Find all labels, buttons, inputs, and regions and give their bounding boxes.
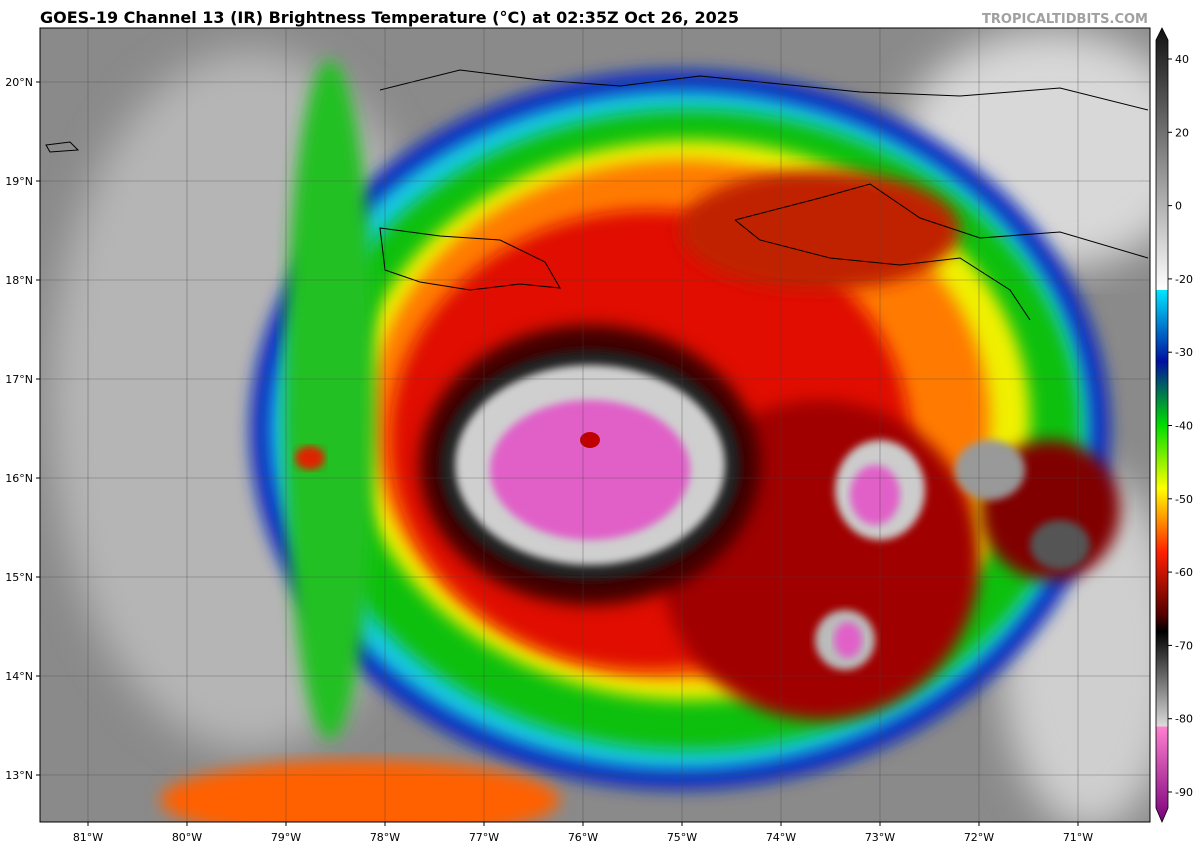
lat-label: 13°N — [5, 769, 33, 782]
lon-label: 81°W — [73, 831, 103, 844]
lat-label: 16°N — [5, 472, 33, 485]
colorbar-tick-label: -50 — [1175, 493, 1193, 506]
lon-label: 75°W — [667, 831, 697, 844]
lon-label: 78°W — [370, 831, 400, 844]
lon-label: 76°W — [568, 831, 598, 844]
lon-label: 80°W — [172, 831, 202, 844]
graticule — [40, 28, 1150, 822]
colorbar — [1155, 27, 1169, 824]
title: GOES-19 Channel 13 (IR) Brightness Tempe… — [40, 8, 739, 27]
lon-label: 73°W — [865, 831, 895, 844]
lon-label: 79°W — [271, 831, 301, 844]
axis-labels: 81°W 80°W 79°W 78°W 77°W 76°W 75°W 74°W 73°W 72°W… — [5, 53, 1193, 844]
lat-label: 17°N — [5, 373, 33, 386]
colorbar-tick-label: -90 — [1175, 786, 1193, 799]
colorbar-tick-label: 0 — [1175, 200, 1182, 213]
colorbar-tick-label: -20 — [1175, 273, 1193, 286]
lat-label: 18°N — [5, 274, 33, 287]
colorbar-tick-label: -40 — [1175, 420, 1193, 433]
lon-label: 72°W — [964, 831, 994, 844]
map-frame — [39, 27, 1151, 823]
colorbar-tick-label: -70 — [1175, 639, 1193, 652]
credit: TROPICALTIDBITS.COM — [982, 12, 1148, 27]
colorbar-tick-label: -60 — [1175, 566, 1193, 579]
colorbar-tick-label: -30 — [1175, 346, 1193, 359]
lon-label: 71°W — [1063, 831, 1093, 844]
satellite-image — [40, 28, 1150, 822]
lat-label: 20°N — [5, 76, 33, 89]
colorbar-tick-label: 40 — [1175, 53, 1189, 66]
lon-label: 77°W — [469, 831, 499, 844]
lon-label: 74°W — [766, 831, 796, 844]
lat-label: 19°N — [5, 175, 33, 188]
lat-label: 14°N — [5, 670, 33, 683]
colorbar-tick-label: 20 — [1175, 126, 1189, 139]
colorbar-tick-label: -80 — [1175, 713, 1193, 726]
lat-label: 15°N — [5, 571, 33, 584]
